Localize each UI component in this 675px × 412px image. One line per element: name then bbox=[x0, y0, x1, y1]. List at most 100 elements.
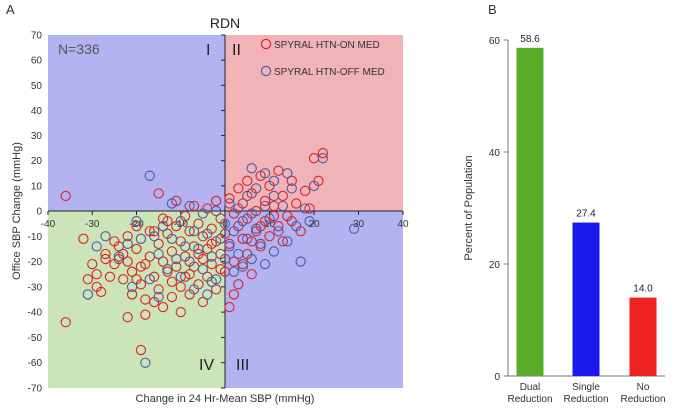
bar-category-label: Reduction bbox=[563, 394, 608, 405]
quadrant-iii bbox=[225, 211, 403, 388]
bar-y-tick-label: 0 bbox=[494, 372, 500, 383]
y-tick-label: -20 bbox=[28, 257, 43, 268]
data-point-series-1 bbox=[215, 264, 226, 275]
data-point-series-2 bbox=[171, 253, 182, 265]
data-point-series-2 bbox=[166, 198, 178, 209]
data-point-series-2 bbox=[175, 215, 186, 227]
data-point-series-2 bbox=[193, 243, 204, 255]
data-point-series-1 bbox=[100, 253, 111, 265]
data-point-series-1 bbox=[259, 195, 271, 207]
data-point-series-2 bbox=[291, 221, 302, 232]
data-point-series-2 bbox=[206, 276, 217, 287]
bar-y-tick-label: 20 bbox=[489, 260, 501, 271]
data-point-series-2 bbox=[233, 248, 244, 260]
data-point-series-2 bbox=[259, 258, 271, 270]
data-point-series-2 bbox=[246, 253, 257, 265]
data-point-series-1 bbox=[224, 193, 235, 204]
data-point-series-2 bbox=[246, 163, 257, 174]
data-point-series-2 bbox=[250, 223, 262, 234]
x-tick-label: 30 bbox=[353, 219, 365, 230]
y-tick-label: 10 bbox=[31, 181, 43, 192]
data-point-series-2 bbox=[144, 274, 155, 285]
data-point-series-2 bbox=[144, 170, 155, 181]
data-point-series-2 bbox=[268, 175, 280, 186]
data-point-series-2 bbox=[233, 203, 244, 214]
data-point-series-2 bbox=[282, 236, 293, 247]
data-point-series-1 bbox=[246, 269, 257, 280]
data-point-series-2 bbox=[286, 183, 297, 194]
x-tick-label: 0 bbox=[222, 219, 228, 230]
data-point-series-1 bbox=[131, 221, 142, 232]
data-point-series-1 bbox=[122, 231, 133, 242]
data-point-series-2 bbox=[277, 200, 288, 212]
y-tick-label: 40 bbox=[31, 106, 43, 117]
data-point-series-1 bbox=[224, 238, 235, 250]
x-tick-label: 40 bbox=[397, 219, 409, 230]
data-point-series-1 bbox=[157, 256, 169, 267]
data-point-series-1 bbox=[162, 266, 173, 277]
data-point-series-2 bbox=[91, 241, 102, 252]
data-point-series-2 bbox=[299, 203, 311, 214]
data-point-series-2 bbox=[242, 190, 253, 202]
y-tick-label: 50 bbox=[31, 81, 43, 92]
data-point-series-1 bbox=[210, 284, 222, 295]
data-point-series-1 bbox=[87, 258, 98, 270]
y-tick-label: -40 bbox=[28, 308, 43, 319]
data-point-series-1 bbox=[264, 231, 275, 242]
data-point-series-1 bbox=[166, 246, 178, 257]
data-point-series-2 bbox=[113, 251, 124, 262]
data-point-series-2 bbox=[197, 208, 209, 219]
bar-category-label: Dual bbox=[520, 382, 541, 393]
scatter-x-axis-label: Change in 24 Hr-Mean SBP (mmHg) bbox=[136, 393, 315, 405]
bar-category-label: Single bbox=[572, 382, 600, 393]
y-tick-label: 60 bbox=[31, 56, 43, 67]
data-point-series-1 bbox=[135, 344, 147, 356]
data-point-series-2 bbox=[308, 180, 320, 192]
data-point-series-1 bbox=[131, 243, 142, 255]
data-point-series-2 bbox=[162, 264, 173, 275]
data-point-series-2 bbox=[304, 215, 315, 227]
legend-label-2: SPYRAL HTN-OFF MED bbox=[274, 67, 385, 78]
data-point-series-1 bbox=[184, 226, 195, 237]
data-point-series-2 bbox=[259, 168, 271, 179]
panel-b-label: B bbox=[488, 2, 497, 17]
data-point-series-1 bbox=[153, 284, 164, 295]
bar-category-label: Reduction bbox=[620, 394, 665, 405]
data-point-series-2 bbox=[219, 218, 231, 229]
data-point-series-2 bbox=[295, 256, 306, 267]
data-point-series-1 bbox=[140, 258, 151, 270]
legend-marker-2 bbox=[260, 65, 272, 77]
y-tick-label: -70 bbox=[28, 384, 43, 395]
data-point-series-1 bbox=[175, 281, 186, 293]
y-tick-label: -60 bbox=[28, 358, 43, 369]
bar-y-tick-label: 40 bbox=[489, 148, 501, 159]
data-point-series-2 bbox=[131, 215, 142, 227]
data-point-series-2 bbox=[219, 253, 231, 265]
data-point-series-1 bbox=[131, 274, 142, 285]
scatter-chart: -40 -30 -20 -10 0 10 20 30 40-70-60-50-40-30-20-… bbox=[11, 15, 409, 405]
y-tick-label: 20 bbox=[31, 156, 43, 167]
data-point-series-1 bbox=[277, 236, 288, 247]
scatter-y-axis-label: Office SBP Change (mmHg) bbox=[11, 142, 23, 280]
data-point-series-1 bbox=[113, 253, 124, 265]
data-point-series-1 bbox=[166, 276, 178, 287]
data-point-series-1 bbox=[175, 306, 186, 318]
data-point-series-2 bbox=[175, 271, 186, 282]
data-point-series-2 bbox=[153, 248, 164, 260]
bar-2 bbox=[572, 222, 600, 376]
data-point-series-2 bbox=[197, 264, 209, 275]
data-point-series-2 bbox=[259, 200, 271, 212]
data-point-series-2 bbox=[264, 213, 275, 224]
bar-value-label: 14.0 bbox=[633, 284, 653, 295]
panel-a-label: A bbox=[6, 2, 15, 17]
data-point-series-1 bbox=[317, 148, 329, 159]
data-point-series-1 bbox=[166, 291, 178, 303]
data-point-series-2 bbox=[237, 261, 248, 272]
x-tick-label: 20 bbox=[308, 219, 320, 230]
data-point-series-2 bbox=[246, 208, 257, 219]
data-point-series-2 bbox=[135, 233, 147, 244]
scatter-title: RDN bbox=[210, 15, 240, 31]
data-point-series-1 bbox=[286, 175, 297, 186]
data-point-series-1 bbox=[193, 218, 204, 229]
